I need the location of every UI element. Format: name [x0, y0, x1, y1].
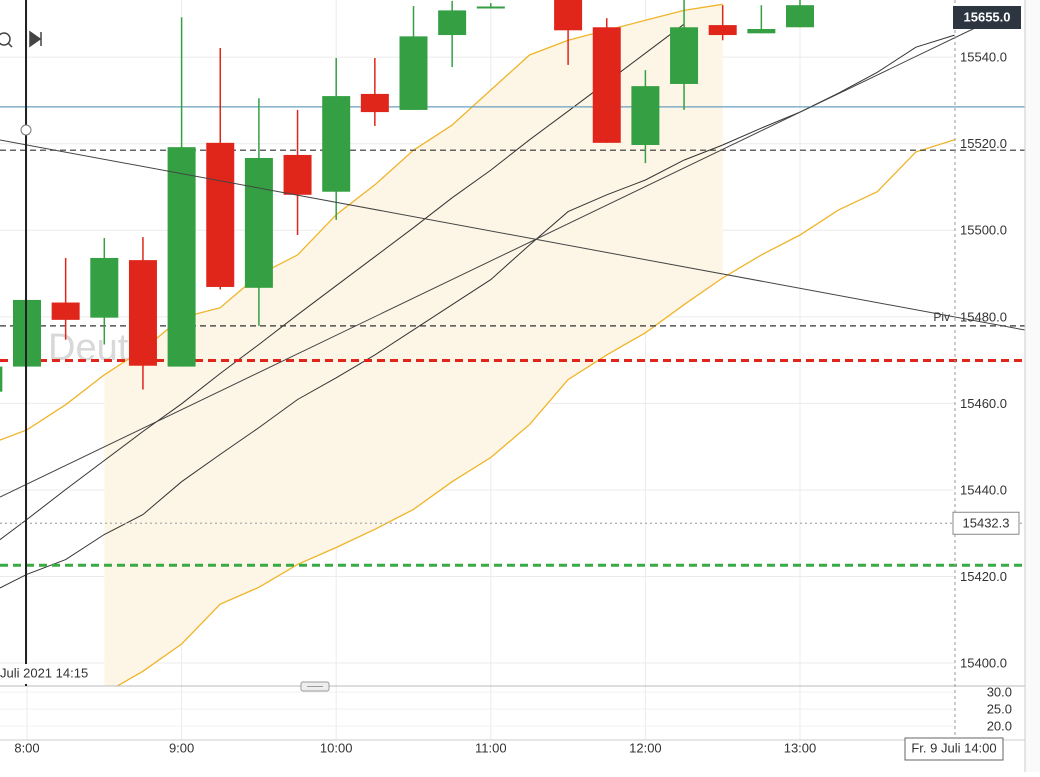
level-label: 15432.3 — [963, 516, 1010, 531]
side-panel — [1025, 0, 1040, 772]
moving-average — [0, 23, 685, 541]
play-tool[interactable] — [29, 30, 42, 48]
candle-body — [360, 93, 389, 113]
sub-y-tick-label: 25.0 — [987, 702, 1012, 717]
level-label: Piv — [933, 310, 950, 324]
candle-body — [399, 36, 428, 110]
y-tick-label: 15480.0 — [960, 309, 1007, 324]
candle-body — [476, 6, 505, 9]
plot-area: Deutschland 30 Kassa (1 €) — [0, 0, 1025, 686]
candle-body — [708, 25, 737, 36]
y-tick-label: 15440.0 — [960, 482, 1007, 497]
cursor-handle[interactable] — [20, 124, 32, 136]
cursor-time-box — [904, 737, 1004, 761]
y-tick-label: 15420.0 — [960, 569, 1007, 584]
x-tick-label: 13:00 — [784, 740, 817, 755]
sub-y-tick-label: 30.0 — [987, 685, 1012, 700]
y-tick-label: 15520.0 — [960, 136, 1007, 151]
y-tick-label: 15460.0 — [960, 396, 1007, 411]
y-tick-label: 15500.0 — [960, 223, 1007, 238]
cursor-date-label: Juli 2021 14:15 — [0, 665, 88, 680]
y-tick-label: 15540.0 — [960, 50, 1007, 65]
y-tick-label: 15400.0 — [960, 655, 1007, 670]
candle-body — [592, 27, 621, 143]
x-tick-label: 11:00 — [475, 740, 507, 755]
candle-body — [0, 366, 3, 392]
last-price-label: 15655.0 — [964, 9, 1011, 24]
candle-body — [128, 260, 157, 366]
x-tick-label: 8:00 — [14, 740, 39, 755]
candle-body — [322, 96, 351, 192]
band-fill — [104, 4, 723, 686]
candle-body — [283, 154, 312, 195]
candle-body — [167, 147, 196, 367]
x-tick-label: 9:00 — [169, 740, 194, 755]
candle-body — [90, 257, 119, 318]
candle-body — [670, 27, 699, 84]
candle-body — [786, 5, 814, 28]
x-tick-label: 12:00 — [629, 740, 662, 755]
candle-body — [206, 142, 235, 287]
zoom-icon — [0, 32, 11, 46]
candle-body — [244, 157, 273, 288]
trend-line — [0, 139, 1025, 331]
candle-body — [51, 302, 80, 320]
candle-body — [631, 86, 660, 145]
zoom-icon-handle — [7, 42, 13, 48]
candle-body — [554, 0, 583, 31]
band-line — [115, 139, 955, 686]
last-price-box — [953, 6, 1021, 29]
drawings — [0, 27, 1025, 498]
x-tick-label: 10:00 — [320, 740, 353, 755]
cursor-time-label: Fr. 9 Juli 14:00 — [911, 740, 996, 755]
cursor-date-box — [0, 664, 92, 684]
candle-body — [747, 28, 776, 34]
zoom-tool[interactable] — [0, 32, 13, 48]
candle-body — [438, 10, 467, 36]
trend-line — [0, 27, 976, 498]
level-label-box — [952, 511, 1020, 535]
sub-y-tick-label: 20.0 — [987, 719, 1012, 734]
